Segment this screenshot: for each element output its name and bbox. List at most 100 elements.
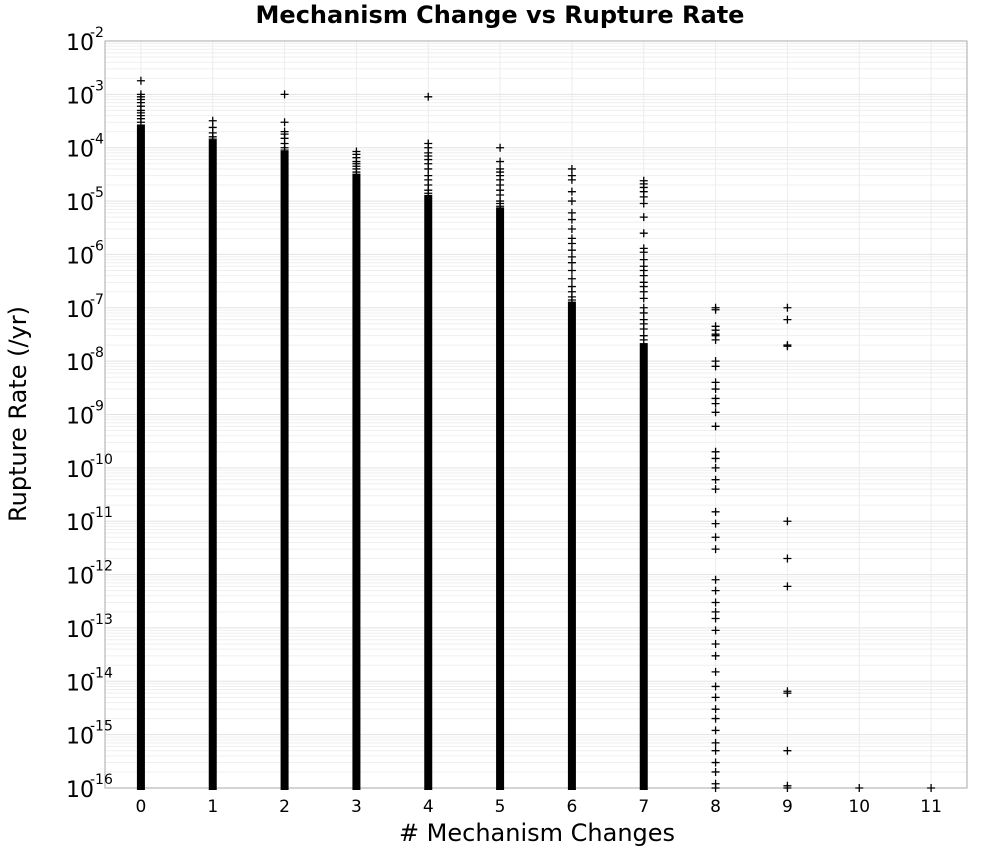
y-tick-label: 10-16: [66, 772, 113, 803]
data-point: [639, 294, 648, 303]
data-point: [711, 408, 720, 417]
y-tick-label: 10-9: [66, 399, 104, 430]
y-tick-exponent: -14: [90, 665, 113, 681]
dense-point-band: [639, 343, 648, 790]
data-point: [711, 362, 720, 371]
data-point: [783, 303, 792, 312]
data-point: [208, 135, 217, 144]
series-x-9: [783, 303, 792, 792]
y-tick-exponent: -11: [90, 505, 113, 521]
data-point: [711, 545, 720, 554]
y-axis-label: Rupture Rate (/yr): [4, 306, 32, 522]
x-axis-ticks: 0 1 2 3 4 5 6 7 8 9 10 11: [136, 797, 942, 817]
data-point: [424, 189, 433, 198]
data-point: [639, 248, 648, 257]
data-point: [711, 385, 720, 394]
data-point: [711, 682, 720, 691]
data-point: [711, 422, 720, 431]
series-x-0: [136, 76, 145, 791]
data-point: [567, 175, 576, 184]
y-tick-exponent: -8: [90, 345, 104, 361]
data-point: [711, 305, 720, 314]
data-point: [567, 266, 576, 275]
data-point: [567, 258, 576, 267]
data-point: [711, 726, 720, 735]
y-tick-base: 10: [66, 351, 94, 376]
y-tick-exponent: -13: [90, 612, 113, 628]
data-point: [639, 335, 648, 344]
y-tick-base: 10: [66, 244, 94, 269]
y-tick-label: 10-11: [66, 505, 113, 536]
x-tick-label: 11: [920, 797, 942, 817]
y-tick-label: 10-6: [66, 238, 104, 269]
y-tick-exponent: -3: [90, 78, 104, 94]
data-point: [711, 626, 720, 635]
y-tick-label: 10-15: [66, 719, 113, 750]
y-tick-base: 10: [66, 84, 94, 109]
y-tick-label: 10-12: [66, 559, 113, 590]
data-point: [783, 746, 792, 755]
data-point: [711, 454, 720, 463]
series-x-10: [855, 784, 864, 792]
y-tick-base: 10: [66, 671, 94, 696]
data-point: [639, 229, 648, 238]
data-point: [567, 187, 576, 196]
data-point: [711, 463, 720, 472]
plot-area: [104, 40, 968, 789]
y-tick-label: 10-2: [66, 25, 104, 56]
x-tick-label: 6: [567, 797, 578, 817]
y-tick-base: 10: [66, 31, 94, 56]
y-tick-label: 10-13: [66, 612, 113, 643]
y-tick-base: 10: [66, 725, 94, 750]
data-point: [711, 705, 720, 714]
data-point: [783, 784, 792, 792]
data-point: [496, 202, 505, 211]
chart-title: Mechanism Change vs Rupture Rate: [256, 1, 745, 29]
series-x-4: [424, 92, 433, 790]
data-point: [783, 689, 792, 698]
data-point: [711, 693, 720, 702]
data-point: [711, 519, 720, 528]
series-x-11: [927, 784, 936, 792]
series-x-8: [711, 303, 720, 792]
y-tick-label: 10-10: [66, 452, 113, 483]
series-x-2: [280, 90, 289, 790]
data-point: [711, 758, 720, 767]
dense-point-band: [567, 301, 576, 790]
dense-point-band: [424, 194, 433, 790]
dense-point-band: [496, 207, 505, 790]
data-point: [711, 507, 720, 516]
data-point: [711, 784, 720, 792]
data-point: [567, 295, 576, 304]
series-x-1: [208, 116, 217, 791]
y-tick-base: 10: [66, 405, 94, 430]
series-x-5: [496, 143, 505, 790]
data-point: [783, 315, 792, 324]
x-tick-label: 9: [782, 797, 793, 817]
y-tick-exponent: -12: [90, 559, 113, 575]
series-x-3: [352, 147, 361, 791]
data-point: [783, 554, 792, 563]
data-point: [711, 607, 720, 616]
data-point: [567, 215, 576, 224]
data-point: [711, 614, 720, 623]
y-tick-exponent: -6: [90, 238, 104, 254]
data-point: [711, 738, 720, 747]
x-tick-label: 1: [207, 797, 218, 817]
y-tick-exponent: -10: [90, 452, 113, 468]
x-axis-label: # Mechanism Changes: [399, 819, 675, 847]
x-tick-label: 0: [136, 797, 147, 817]
y-tick-base: 10: [66, 458, 94, 483]
data-point: [711, 586, 720, 595]
dense-point-band: [136, 124, 145, 791]
y-tick-exponent: -15: [90, 719, 113, 735]
dense-point-band: [208, 139, 217, 791]
data-point: [711, 767, 720, 776]
data-point: [496, 157, 505, 166]
data-point: [424, 92, 433, 101]
data-point: [280, 146, 289, 155]
data-point: [711, 575, 720, 584]
y-tick-label: 10-5: [66, 185, 104, 216]
y-tick-base: 10: [66, 511, 94, 536]
